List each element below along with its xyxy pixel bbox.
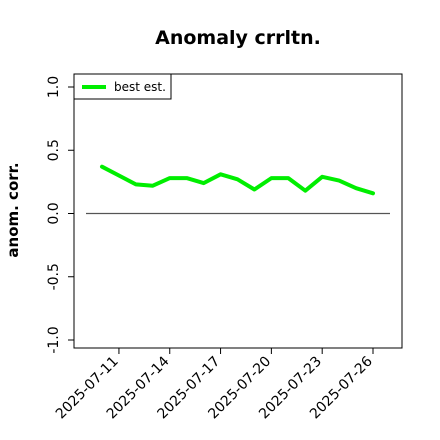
x-axis: 2025-07-112025-07-142025-07-172025-07-20… [53, 348, 376, 422]
series-layer [100, 164, 375, 196]
plot-frame [73, 73, 403, 349]
legend-label: best est. [114, 80, 166, 94]
legend: best est. [73, 73, 172, 100]
chart-title: Anomaly crrltn. [155, 27, 321, 49]
y-tick-label: -1.0 [46, 326, 62, 353]
y-axis: -1.0 -0.5 0.0 0.5 1.0 [46, 76, 74, 354]
series-line-best-est [100, 164, 375, 196]
y-tick-label: 1.0 [46, 76, 62, 98]
y-axis-label: anom. corr. [4, 162, 22, 257]
y-tick-label: 0.0 [46, 202, 62, 224]
y-tick-label: 0.5 [46, 139, 62, 161]
y-tick-label: -0.5 [46, 263, 62, 290]
